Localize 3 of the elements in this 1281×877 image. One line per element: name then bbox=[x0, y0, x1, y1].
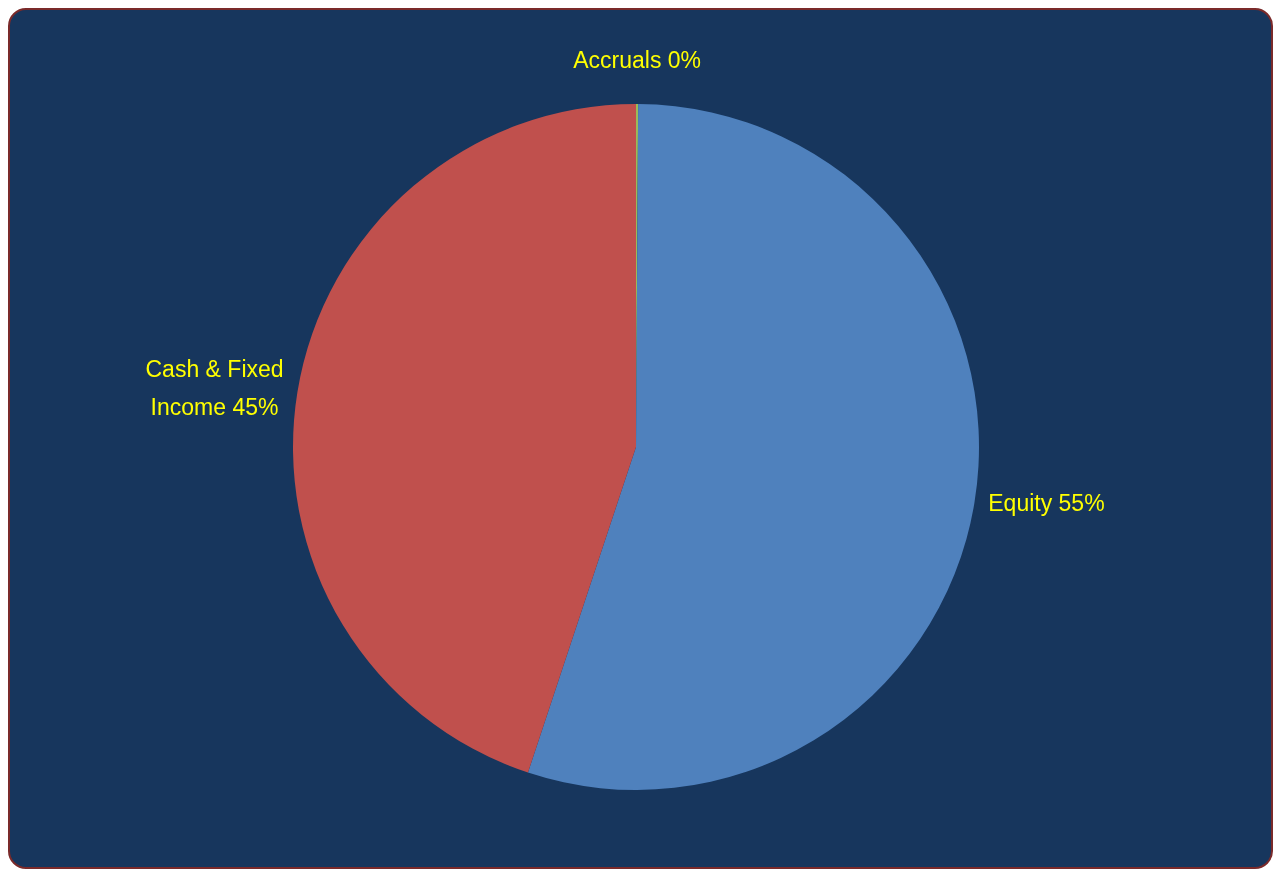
slice-label: Equity 55% bbox=[988, 490, 1105, 517]
slice-label: Accruals 0% bbox=[573, 47, 702, 74]
slice-label: Cash & Fixed Income 45% bbox=[145, 356, 284, 421]
